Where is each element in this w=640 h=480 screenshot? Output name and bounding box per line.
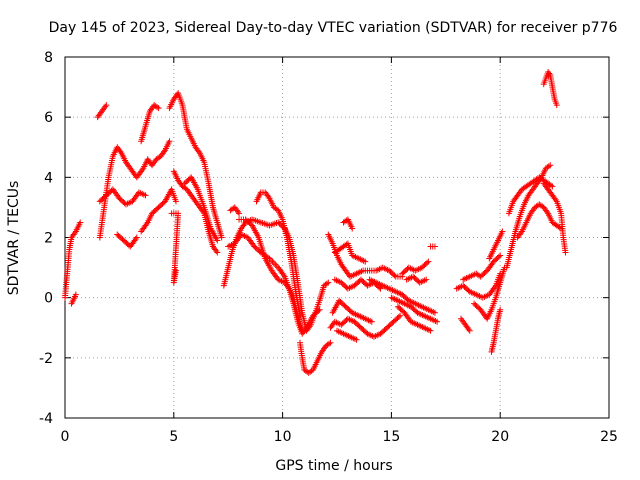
data-point xyxy=(142,192,149,199)
x-tick-label: 25 xyxy=(600,429,618,445)
data-point xyxy=(326,340,333,347)
data-point xyxy=(391,272,398,279)
data-point xyxy=(315,307,322,314)
data-point xyxy=(214,249,221,256)
data-point xyxy=(497,306,504,313)
data-point xyxy=(72,291,79,298)
chart-title: Day 145 of 2023, Sidereal Day-to-day VTE… xyxy=(49,20,618,36)
y-tick-label: 8 xyxy=(44,50,53,66)
y-tick-label: -4 xyxy=(39,411,53,427)
data-point xyxy=(325,279,332,286)
data-point xyxy=(368,318,375,325)
data-point xyxy=(497,252,504,259)
data-point xyxy=(545,163,552,170)
data-point xyxy=(495,253,502,260)
y-tick-label: 2 xyxy=(44,231,53,247)
data-point xyxy=(362,258,369,265)
data-point xyxy=(236,210,243,217)
data-point xyxy=(547,182,554,189)
data-point xyxy=(323,280,330,287)
x-tick-label: 5 xyxy=(169,429,178,445)
data-point xyxy=(499,228,506,235)
data-point xyxy=(377,285,384,292)
data-point xyxy=(172,267,179,274)
tick-layer xyxy=(64,56,610,419)
data-point xyxy=(299,327,306,334)
data-point xyxy=(103,102,110,109)
data-point xyxy=(434,318,441,325)
data-point xyxy=(427,327,434,334)
data-point xyxy=(547,162,554,169)
data-point xyxy=(549,183,556,190)
data-point xyxy=(155,105,162,112)
y-tick-label: 0 xyxy=(44,291,53,307)
data-point xyxy=(316,306,323,313)
y-axis-label: SDTVAR / TECUs xyxy=(6,181,22,296)
y-tick-label: 4 xyxy=(44,170,53,186)
data-point xyxy=(353,336,360,343)
data-point xyxy=(214,237,221,244)
data-point xyxy=(172,198,179,205)
data-point xyxy=(539,203,546,210)
data-point xyxy=(395,313,402,320)
data-point xyxy=(397,312,404,319)
data-point xyxy=(424,259,431,266)
data-point xyxy=(133,234,140,241)
grid-layer xyxy=(65,57,609,418)
data-point xyxy=(154,104,161,111)
data-point xyxy=(431,309,438,316)
data-point xyxy=(349,225,356,232)
data-point xyxy=(77,219,84,226)
data-point xyxy=(182,185,189,192)
y-tick-label: -2 xyxy=(39,351,53,367)
data-point xyxy=(425,258,432,265)
data-markers xyxy=(62,69,569,376)
data-point xyxy=(230,205,237,212)
y-tick-labels: -4 -2 0 2 4 6 8 xyxy=(39,50,53,427)
x-tick-labels: 0 5 10 15 20 25 xyxy=(61,429,618,445)
data-point xyxy=(562,249,569,256)
x-tick-label: 20 xyxy=(491,429,509,445)
data-point xyxy=(156,154,163,161)
data-point xyxy=(327,339,334,346)
data-point xyxy=(556,224,563,231)
data-point xyxy=(431,243,438,250)
data-point xyxy=(423,276,430,283)
x-tick-label: 10 xyxy=(274,429,292,445)
x-axis-label: GPS time / hours xyxy=(275,458,392,474)
x-tick-label: 0 xyxy=(61,429,70,445)
data-point xyxy=(297,312,304,319)
data-point xyxy=(553,102,560,109)
x-tick-label: 15 xyxy=(382,429,400,445)
data-point xyxy=(466,327,473,334)
data-point xyxy=(218,234,225,241)
data-point xyxy=(166,138,173,145)
y-tick-label: 6 xyxy=(44,110,53,126)
